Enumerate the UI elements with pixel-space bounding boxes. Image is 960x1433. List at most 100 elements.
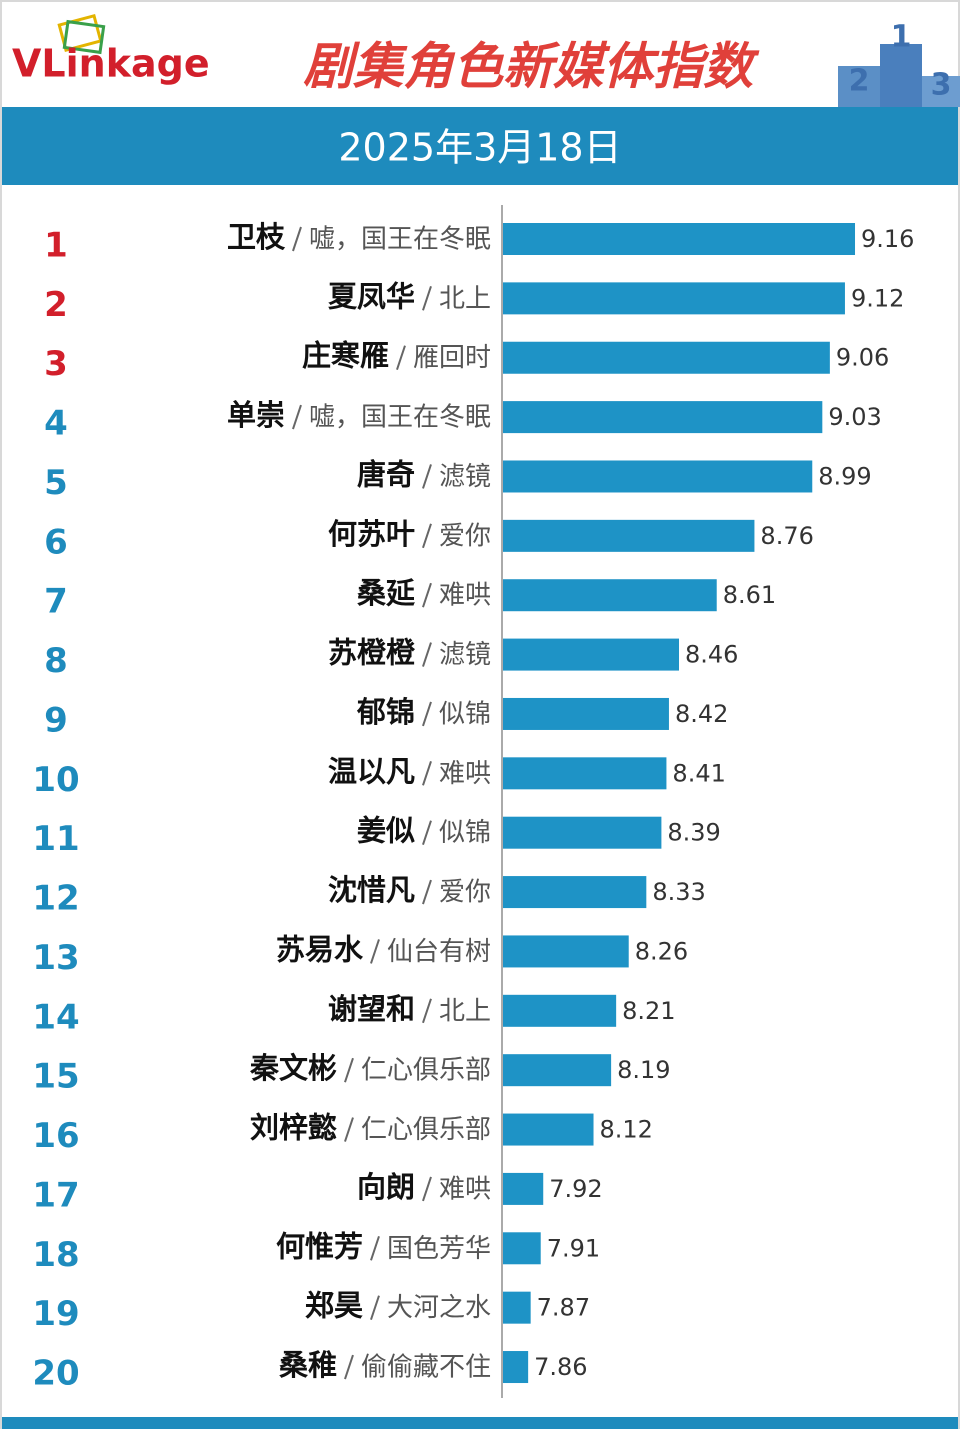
bar — [503, 876, 647, 909]
separator — [422, 761, 432, 786]
value-label: 9.03 — [828, 403, 881, 431]
name-label: 郁锦 — [356, 695, 415, 729]
value-label: 7.92 — [549, 1175, 602, 1203]
bar — [503, 579, 717, 612]
name-label: 桑稚 — [279, 1348, 337, 1382]
name-label: 庄寒雁 — [302, 339, 389, 373]
logo-icon — [57, 13, 106, 55]
logo: VLinkage — [12, 42, 210, 86]
name-label: 苏橙橙 — [328, 636, 416, 670]
rank: 11 — [32, 819, 79, 859]
rank: 18 — [32, 1235, 79, 1275]
bar — [503, 816, 662, 849]
separator — [422, 701, 432, 727]
value-label: 8.41 — [672, 759, 725, 787]
bar — [503, 994, 617, 1027]
bar — [503, 223, 856, 255]
name-label: 谢望和 — [328, 992, 415, 1026]
bar — [503, 341, 830, 374]
rank: 12 — [32, 879, 79, 919]
footer-band — [2, 1417, 958, 1429]
drama-label: 北上 — [439, 284, 491, 314]
bar — [503, 1232, 541, 1265]
name-label: 夏凤华 — [328, 279, 415, 313]
drama-label: 偷偷藏不住 — [361, 1353, 491, 1383]
bar — [503, 519, 755, 552]
value-label: 9.16 — [861, 225, 914, 253]
drama-label: 仙台有树 — [387, 937, 491, 967]
separator — [292, 404, 302, 430]
rank: 3 — [44, 344, 68, 384]
bar — [503, 1351, 529, 1384]
drama-label: 难哄 — [439, 1174, 491, 1204]
bar — [503, 638, 680, 671]
value-label: 8.26 — [635, 937, 688, 965]
separator — [344, 1057, 354, 1083]
podium-label: 3 — [931, 68, 952, 103]
rank: 17 — [32, 1175, 79, 1215]
name-label: 单崇 — [227, 398, 285, 432]
bar — [503, 1054, 612, 1087]
separator — [422, 464, 432, 489]
rank: 15 — [32, 1057, 79, 1097]
drama-label: 仁心俱乐部 — [361, 1056, 491, 1086]
value-label: 8.42 — [675, 700, 728, 728]
separator — [422, 642, 432, 667]
value-label: 8.33 — [652, 878, 705, 906]
name-label: 秦文彬 — [249, 1051, 337, 1085]
name-label: 桑延 — [357, 576, 416, 610]
rank: 6 — [44, 522, 68, 562]
bar — [503, 401, 823, 434]
rank: 5 — [44, 463, 68, 503]
value-label: 8.21 — [622, 997, 675, 1025]
podium-label: 2 — [849, 64, 870, 99]
name-label: 刘梓懿 — [250, 1111, 337, 1145]
podium-icon — [838, 44, 960, 107]
value-label: 9.12 — [851, 284, 904, 312]
drama-label: 爱你 — [439, 878, 491, 908]
name-label: 唐奇 — [357, 457, 415, 491]
separator — [422, 523, 432, 549]
rank: 20 — [32, 1354, 79, 1394]
bar — [503, 757, 667, 790]
bar — [503, 460, 813, 493]
value-label: 8.19 — [617, 1056, 670, 1084]
separator — [422, 286, 432, 311]
bar — [503, 1172, 544, 1205]
rank: 14 — [32, 997, 79, 1037]
separator — [396, 345, 406, 371]
drama-label: 大河之水 — [387, 1293, 491, 1323]
rank: 19 — [32, 1294, 79, 1334]
value-label: 8.76 — [760, 522, 813, 550]
podium-label: 1 — [891, 20, 912, 55]
value-label: 8.46 — [685, 641, 738, 669]
separator — [344, 1117, 354, 1142]
rank: 13 — [32, 938, 79, 978]
drama-label: 爱你 — [439, 521, 491, 551]
name-label: 向朗 — [357, 1170, 415, 1204]
separator — [422, 820, 432, 846]
value-label: 9.06 — [836, 344, 889, 372]
name-label: 沈惜凡 — [328, 873, 415, 907]
header-band — [2, 107, 958, 185]
bar — [503, 935, 629, 968]
rank: 7 — [44, 582, 68, 622]
drama-label: 难哄 — [439, 759, 491, 789]
name-label: 何苏叶 — [328, 517, 415, 551]
drama-label: 嘘，国王在冬眠 — [309, 403, 491, 433]
name-label: 苏易水 — [276, 932, 364, 966]
value-label: 7.91 — [547, 1234, 600, 1262]
drama-label: 仁心俱乐部 — [361, 1115, 491, 1145]
drama-label: 似锦 — [439, 818, 491, 848]
separator — [344, 1354, 354, 1380]
bar — [503, 282, 845, 315]
drama-label: 嘘，国王在冬眠 — [309, 225, 491, 255]
rank: 10 — [32, 760, 79, 800]
rank: 9 — [44, 700, 68, 740]
drama-label: 滤镜 — [439, 462, 491, 492]
chart-title: 剧集角色新媒体指数 — [303, 38, 760, 96]
value-label: 7.86 — [534, 1353, 587, 1381]
bar — [503, 1113, 594, 1146]
rank: 4 — [44, 404, 68, 444]
